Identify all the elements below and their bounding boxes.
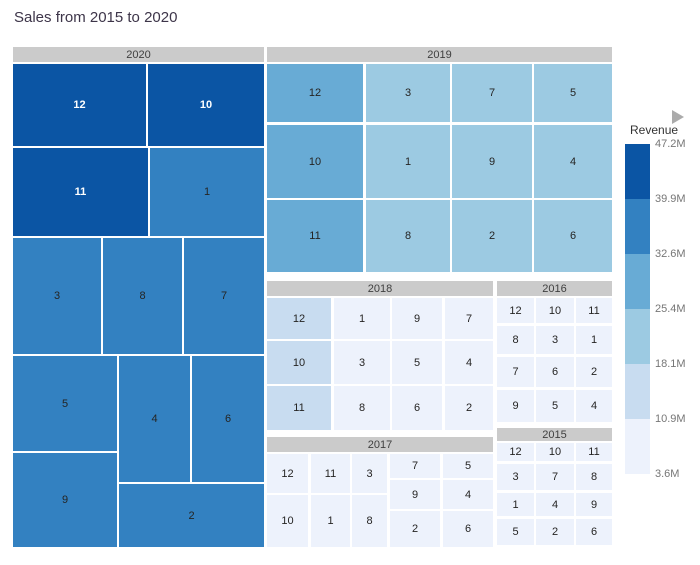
- treemap-cell-2019-month-5[interactable]: 5: [534, 64, 612, 122]
- treemap-cell-2016-month-7[interactable]: 7: [497, 357, 534, 387]
- treemap-cell-2020-month-10[interactable]: 10: [148, 64, 264, 146]
- treemap-cell-2016-month-4[interactable]: 4: [576, 390, 612, 422]
- legend-tick-label: 3.6M: [655, 468, 680, 480]
- treemap-cell-2019-month-9[interactable]: 9: [452, 125, 532, 198]
- treemap-cell-2020-month-7[interactable]: 7: [184, 238, 264, 354]
- treemap-cell-2017-month-1[interactable]: 1: [311, 495, 350, 547]
- treemap-cell-2017-month-6[interactable]: 6: [443, 511, 493, 547]
- treemap-cell-2018-month-8[interactable]: 8: [334, 386, 390, 430]
- legend-tick-label: 32.6M: [655, 248, 686, 260]
- treemap-cell-2016-month-11[interactable]: 11: [576, 298, 612, 323]
- treemap-cell-2017-month-8[interactable]: 8: [352, 495, 387, 547]
- treemap-cell-2017-month-4[interactable]: 4: [443, 480, 493, 509]
- treemap-cell-2018-month-4[interactable]: 4: [445, 341, 493, 384]
- treemap-group-header-2018[interactable]: 2018: [267, 281, 493, 296]
- legend-title: Revenue: [630, 123, 679, 137]
- treemap-cell-2019-month-11[interactable]: 11: [267, 200, 363, 272]
- treemap-cell-2017-month-5[interactable]: 5: [443, 454, 493, 478]
- treemap-cell-2017-month-12[interactable]: 12: [267, 454, 308, 493]
- treemap-cell-2020-month-3[interactable]: 3: [13, 238, 101, 354]
- treemap-cell-2015-month-10[interactable]: 10: [536, 443, 574, 461]
- treemap-cell-2019-month-4[interactable]: 4: [534, 125, 612, 198]
- treemap-group-header-2017[interactable]: 2017: [267, 437, 493, 452]
- treemap-cell-2020-month-8[interactable]: 8: [103, 238, 182, 354]
- treemap-cell-2020-month-12[interactable]: 12: [13, 64, 146, 146]
- legend-color-band-2: [625, 199, 650, 254]
- treemap-cell-2016-month-9[interactable]: 9: [497, 390, 534, 422]
- treemap-cell-2018-month-3[interactable]: 3: [334, 341, 390, 384]
- legend-tick-labels: 47.2M 39.9M 32.6M 25.4M 18.1M 10.9M 3.6M: [655, 138, 697, 480]
- treemap-group-header-2015[interactable]: 2015: [497, 428, 612, 441]
- treemap-cell-2016-month-6[interactable]: 6: [536, 357, 574, 387]
- treemap-cell-2015-month-12[interactable]: 12: [497, 443, 534, 461]
- treemap-cell-2017-month-10[interactable]: 10: [267, 495, 308, 547]
- treemap-cell-2016-month-5[interactable]: 5: [536, 390, 574, 422]
- treemap-cell-2016-month-10[interactable]: 10: [536, 298, 574, 323]
- treemap-cell-2018-month-5[interactable]: 5: [392, 341, 442, 384]
- treemap-cell-2015-month-6[interactable]: 6: [576, 519, 612, 545]
- treemap-cell-2019-month-6[interactable]: 6: [534, 200, 612, 272]
- treemap-cell-2017-month-3[interactable]: 3: [352, 454, 387, 493]
- treemap-cell-2015-month-11[interactable]: 11: [576, 443, 612, 461]
- treemap-cell-2015-month-9[interactable]: 9: [576, 493, 612, 516]
- treemap-cell-2019-month-3[interactable]: 3: [366, 64, 450, 122]
- treemap-cell-2019-month-1[interactable]: 1: [366, 125, 450, 198]
- legend-color-band-4: [625, 309, 650, 364]
- treemap-cell-2016-month-8[interactable]: 8: [497, 326, 534, 354]
- legend-color-band-6: [625, 419, 650, 474]
- treemap-cell-2018-month-6[interactable]: 6: [392, 386, 442, 430]
- legend-expand-icon[interactable]: [672, 110, 684, 124]
- page-title: Sales from 2015 to 2020: [14, 9, 178, 26]
- treemap-cell-2015-month-7[interactable]: 7: [536, 464, 574, 490]
- treemap-cell-2018-month-1[interactable]: 1: [334, 298, 390, 339]
- legend-color-scale: [625, 144, 650, 474]
- treemap-cell-2020-month-1[interactable]: 1: [150, 148, 264, 236]
- treemap-cell-2018-month-7[interactable]: 7: [445, 298, 493, 339]
- legend-color-band-5: [625, 364, 650, 419]
- treemap-cell-2017-month-11[interactable]: 11: [311, 454, 350, 493]
- treemap-cell-2015-month-8[interactable]: 8: [576, 464, 612, 490]
- treemap-group-header-2020[interactable]: 2020: [13, 47, 264, 62]
- legend-tick-label: 25.4M: [655, 303, 686, 315]
- treemap-cell-2017-month-9[interactable]: 9: [390, 480, 440, 509]
- treemap-cell-2020-month-6[interactable]: 6: [192, 356, 264, 482]
- treemap-cell-2016-month-2[interactable]: 2: [576, 357, 612, 387]
- treemap-group-header-2016[interactable]: 2016: [497, 281, 612, 296]
- treemap-cell-2017-month-7[interactable]: 7: [390, 454, 440, 478]
- treemap-cell-2019-month-12[interactable]: 12: [267, 64, 363, 122]
- treemap-cell-2017-month-2[interactable]: 2: [390, 511, 440, 547]
- treemap-cell-2018-month-9[interactable]: 9: [392, 298, 442, 339]
- treemap-cell-2020-month-9[interactable]: 9: [13, 453, 117, 547]
- treemap-chart: 2020 12 10 11 1 3 8 7 5 4 6 9 2 2019 12 3 7 5 10 1 9 4 11 8 2 6 20…: [13, 47, 612, 547]
- treemap-cell-2020-month-11[interactable]: 11: [13, 148, 148, 236]
- treemap-cell-2015-month-5[interactable]: 5: [497, 519, 534, 545]
- treemap-cell-2015-month-4[interactable]: 4: [536, 493, 574, 516]
- legend-tick-label: 47.2M: [655, 138, 686, 150]
- treemap-cell-2019-month-7[interactable]: 7: [452, 64, 532, 122]
- treemap-cell-2019-month-8[interactable]: 8: [366, 200, 450, 272]
- treemap-group-header-2019[interactable]: 2019: [267, 47, 612, 62]
- treemap-cell-2015-month-1[interactable]: 1: [497, 493, 534, 516]
- legend-tick-label: 18.1M: [655, 358, 686, 370]
- treemap-cell-2018-month-12[interactable]: 12: [267, 298, 331, 339]
- treemap-cell-2015-month-3[interactable]: 3: [497, 464, 534, 490]
- treemap-cell-2020-month-5[interactable]: 5: [13, 356, 117, 451]
- legend-tick-label: 39.9M: [655, 193, 686, 205]
- legend-color-band-1: [625, 144, 650, 199]
- legend-color-band-3: [625, 254, 650, 309]
- treemap-cell-2015-month-2[interactable]: 2: [536, 519, 574, 545]
- treemap-cell-2016-month-3[interactable]: 3: [536, 326, 574, 354]
- legend-tick-label: 10.9M: [655, 413, 686, 425]
- treemap-cell-2020-month-4[interactable]: 4: [119, 356, 190, 482]
- treemap-cell-2016-month-1[interactable]: 1: [576, 326, 612, 354]
- treemap-cell-2018-month-10[interactable]: 10: [267, 341, 331, 384]
- treemap-cell-2018-month-11[interactable]: 11: [267, 386, 331, 430]
- treemap-cell-2019-month-2[interactable]: 2: [452, 200, 532, 272]
- treemap-cell-2019-month-10[interactable]: 10: [267, 125, 363, 198]
- treemap-cell-2020-month-2[interactable]: 2: [119, 484, 264, 547]
- treemap-cell-2016-month-12[interactable]: 12: [497, 298, 534, 323]
- treemap-cell-2018-month-2[interactable]: 2: [445, 386, 493, 430]
